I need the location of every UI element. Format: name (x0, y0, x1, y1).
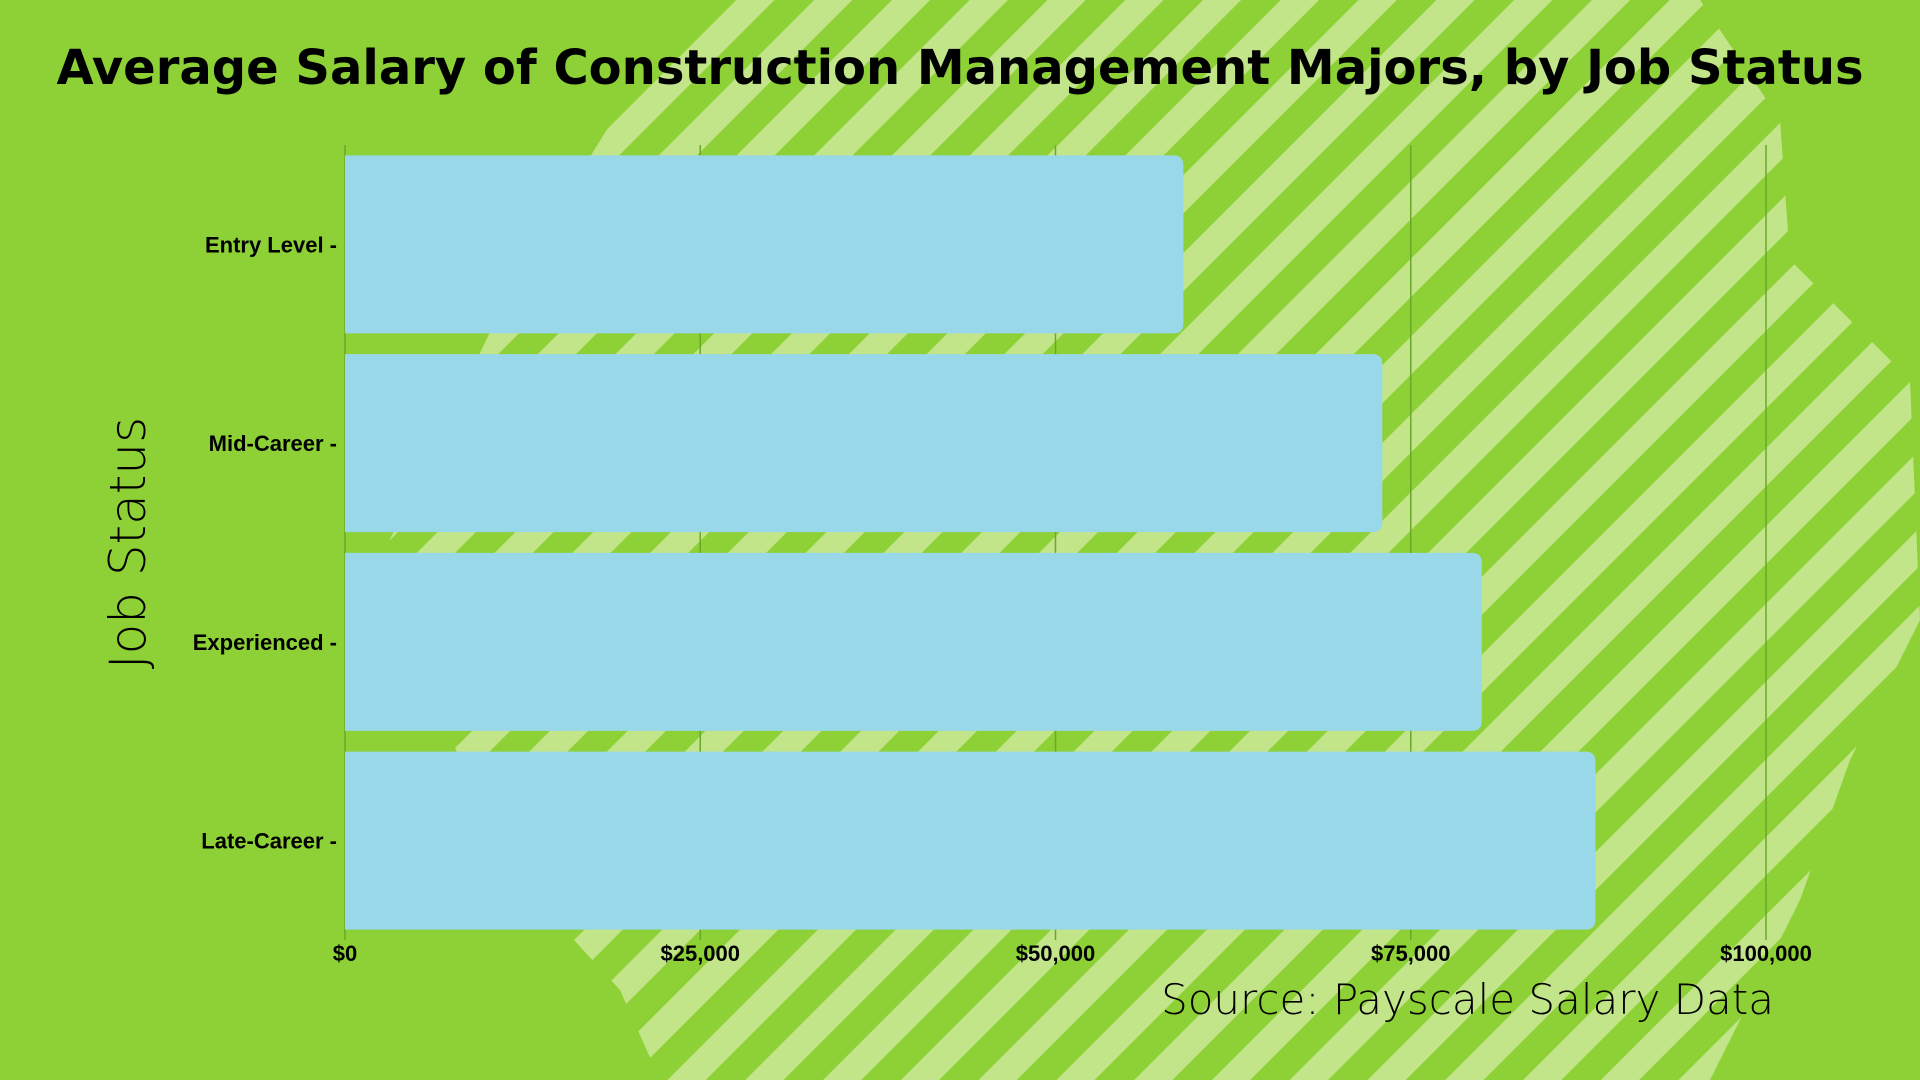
x-tick-label: $0 (333, 941, 357, 966)
source-note: Source: Payscale Salary Data (1161, 975, 1774, 1024)
category-label: Entry Level - (205, 232, 337, 257)
category-label: Late-Career - (201, 829, 337, 854)
x-tick-label: $100,000 (1720, 941, 1812, 966)
x-tick-label: $25,000 (660, 941, 740, 966)
x-tick-labels: $0 $25,000 $50,000 $75,000 $100,000 (333, 941, 1812, 966)
category-labels: Entry Level - Mid-Career - Experienced - La… (193, 232, 337, 853)
x-tick-label: $50,000 (1016, 941, 1096, 966)
bar (345, 552, 1482, 731)
bars (345, 155, 1596, 930)
category-label: Mid-Career - (209, 431, 337, 456)
bar (345, 751, 1596, 930)
bar (345, 354, 1383, 533)
category-label: Experienced - (193, 630, 337, 655)
chart-title: Average Salary of Construction Managemen… (56, 40, 1864, 96)
x-tick-label: $75,000 (1371, 941, 1451, 966)
bar (345, 155, 1184, 334)
